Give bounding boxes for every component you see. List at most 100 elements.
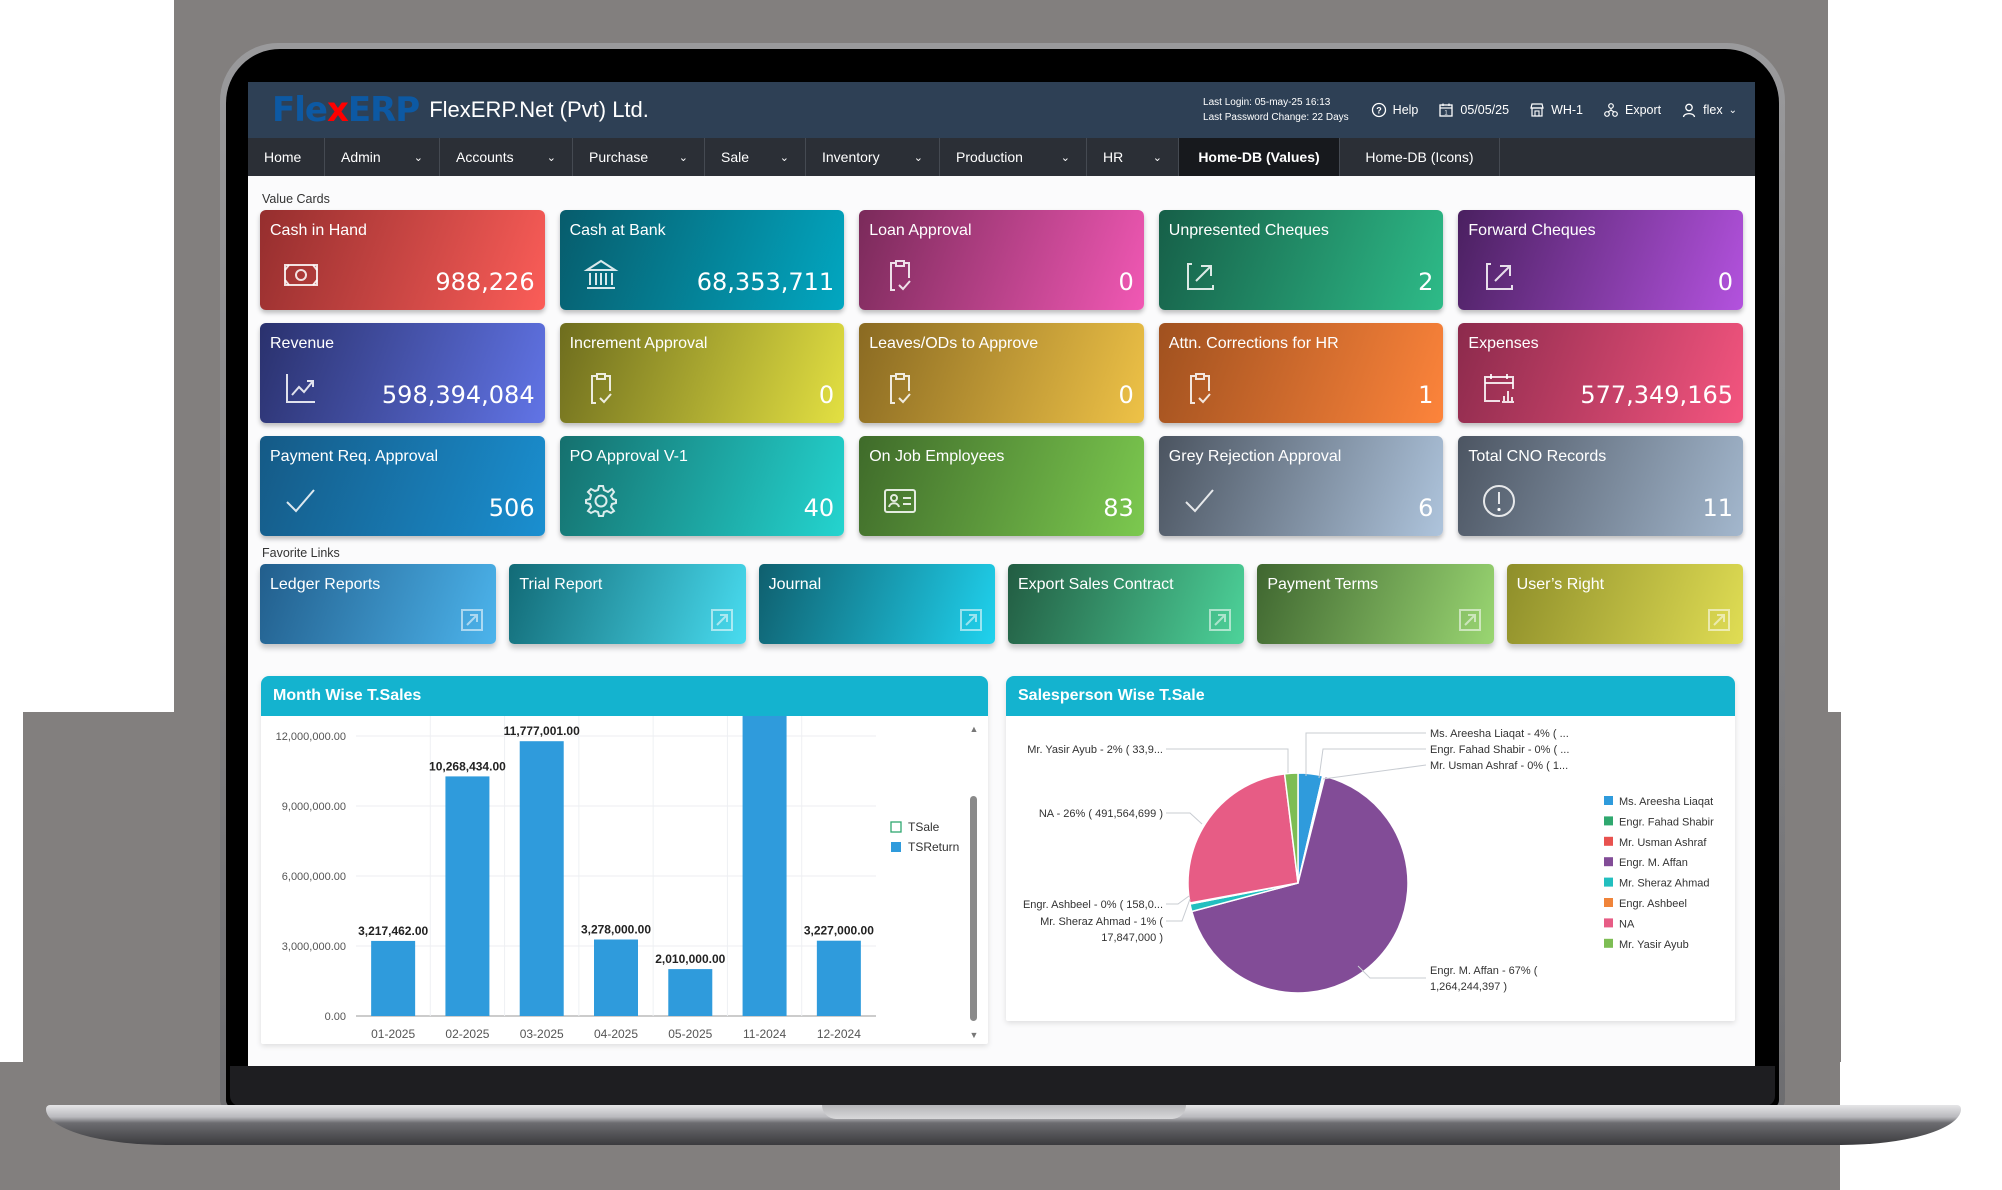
value-card-increment-approval[interactable]: Increment Approval 0 — [559, 323, 845, 423]
card-value: 83 — [1103, 494, 1134, 522]
value-card-total-cno-records[interactable]: Total CNO Records 11 — [1458, 436, 1743, 536]
card-title: Grey Rejection Approval — [1168, 448, 1342, 465]
external-link-icon — [959, 609, 982, 631]
logo-text: Fle — [272, 90, 328, 130]
svg-text:05-2025: 05-2025 — [668, 1027, 712, 1041]
trend-chart-icon — [286, 374, 315, 403]
card-title: Total CNO Records — [1468, 448, 1607, 465]
value-card-po-approval-v-1[interactable]: PO Approval V-1 40 — [559, 436, 845, 536]
nav-label: Home-DB (Icons) — [1365, 149, 1474, 165]
main-nav: Home Admin ⌄ Accounts ⌄ Purchase ⌄ Sale ⌄ In… — [248, 138, 1755, 176]
link-title: Export Sales Contract — [1017, 576, 1174, 593]
value-card-cash-at-bank[interactable]: Cash at Bank 68,353,711 — [559, 210, 845, 310]
card-value: 0 — [1118, 381, 1134, 409]
salesperson-sales-panel: Salesperson Wise T.Sale Ms. Areesha Liaq… — [1006, 676, 1735, 1021]
nav-accounts[interactable]: Accounts ⌄ — [440, 138, 573, 176]
external-link-icon — [1186, 263, 1214, 290]
svg-text:TSReturn: TSReturn — [908, 840, 959, 854]
user-menu[interactable]: flex ⌄ — [1681, 102, 1737, 118]
svg-text:Engr. M. Affan - 67% (: Engr. M. Affan - 67% ( — [1430, 965, 1538, 977]
nav-home-db-values[interactable]: Home-DB (Values) — [1179, 138, 1340, 176]
nav-home[interactable]: Home — [248, 138, 325, 176]
nav-admin[interactable]: Admin ⌄ — [325, 138, 440, 176]
laptop-bezel-bottom — [230, 1066, 1775, 1106]
svg-text:6,000,000.00: 6,000,000.00 — [282, 871, 346, 883]
svg-text:9,000,000.00: 9,000,000.00 — [282, 801, 346, 813]
export-label: Export — [1625, 103, 1662, 117]
favorite-link-payment-terms[interactable]: Payment Terms — [1257, 564, 1494, 644]
value-card-revenue[interactable]: Revenue 598,394,084 — [260, 323, 545, 423]
value-card-loan-approval[interactable]: Loan Approval 0 — [859, 210, 1144, 310]
card-title: Revenue — [270, 335, 335, 352]
nav-label: HR — [1103, 149, 1124, 165]
value-card-on-job-employees[interactable]: On Job Employees 83 — [859, 436, 1144, 536]
link-title: Journal — [768, 576, 822, 593]
nav-inventory[interactable]: Inventory ⌄ — [806, 138, 940, 176]
nav-home-db-icons[interactable]: Home-DB (Icons) — [1340, 138, 1500, 176]
value-card-grey-rejection-approval[interactable]: Grey Rejection Approval 6 — [1158, 436, 1444, 536]
company-name: FlexERP.Net (Pvt) Ltd. — [429, 97, 649, 122]
link-title: User’s Right — [1516, 576, 1605, 593]
nav-sale[interactable]: Sale ⌄ — [705, 138, 806, 176]
svg-text:Mr. Usman Ashraf: Mr. Usman Ashraf — [1619, 837, 1707, 849]
favorite-links-label: Favorite Links — [262, 546, 340, 560]
warehouse-button[interactable]: WH-1 — [1529, 102, 1583, 118]
svg-text:02-2025: 02-2025 — [445, 1027, 489, 1041]
value-card-forward-cheques[interactable]: Forward Cheques 0 — [1458, 210, 1743, 310]
nav-hr[interactable]: HR ⌄ — [1087, 138, 1179, 176]
svg-text:▲: ▲ — [970, 724, 979, 734]
svg-text:NA: NA — [1619, 918, 1635, 930]
nav-production[interactable]: Production ⌄ — [940, 138, 1087, 176]
card-title: Cash at Bank — [569, 222, 666, 239]
help-button[interactable]: ? Help — [1371, 102, 1418, 118]
check-icon — [286, 489, 315, 513]
flexerp-logo[interactable]: FlexERP — [272, 90, 420, 130]
favorite-link-export-sales-contract[interactable]: Export Sales Contract — [1007, 564, 1245, 644]
card-value: 2 — [1418, 268, 1434, 296]
favorite-link-journal[interactable]: Journal — [758, 564, 995, 644]
card-value: 6 — [1418, 494, 1434, 522]
chevron-down-icon: ⌄ — [1152, 151, 1162, 164]
user-label: flex — [1703, 103, 1723, 117]
external-link-icon — [1458, 609, 1481, 631]
chevron-down-icon: ⌄ — [913, 151, 923, 164]
value-card-expenses[interactable]: Expenses 577,349,165 — [1458, 323, 1743, 423]
laptop-base-notch — [822, 1105, 1186, 1119]
card-value: 506 — [488, 494, 535, 522]
card-title: Expenses — [1468, 335, 1539, 352]
external-link-icon — [461, 609, 484, 631]
value-cards-grid: Cash in Hand 988,226 Cash at Bank 68,353,… — [260, 210, 1743, 536]
favorite-link-trial-report[interactable]: Trial Report — [509, 564, 746, 644]
app-screen: FlexERP FlexERP.Net (Pvt) Ltd. Last Logi… — [248, 82, 1755, 1066]
card-value: 11 — [1702, 494, 1733, 522]
favorite-link-ledger-reports[interactable]: Ledger Reports — [260, 564, 497, 644]
cash-icon — [284, 264, 318, 286]
svg-text:2,010,000.00: 2,010,000.00 — [655, 952, 725, 966]
svg-text:03-2025: 03-2025 — [520, 1027, 564, 1041]
nav-label: Inventory — [822, 149, 880, 165]
card-value: 988,226 — [435, 268, 535, 296]
svg-text:▼: ▼ — [970, 1030, 979, 1040]
bar-chart: 0.00 3,000,000.00 6,000,000.00 9,000,000.00… — [276, 706, 979, 1041]
favorite-link-user-s-right[interactable]: User’s Right — [1506, 564, 1743, 644]
svg-text:0.00: 0.00 — [325, 1011, 346, 1023]
svg-text:3,000,000.00: 3,000,000.00 — [282, 941, 346, 953]
app-header: FlexERP FlexERP.Net (Pvt) Ltd. Last Logi… — [248, 82, 1755, 138]
export-button[interactable]: Export — [1603, 102, 1661, 118]
link-title: Ledger Reports — [270, 576, 381, 593]
logo-text: ERP — [347, 90, 420, 130]
nav-purchase[interactable]: Purchase ⌄ — [573, 138, 705, 176]
card-title: On Job Employees — [869, 448, 1005, 465]
header-actions: Last Login: 05-may-25 16:13 Last Passwor… — [1203, 95, 1755, 125]
login-info: Last Login: 05-may-25 16:13 Last Passwor… — [1203, 95, 1349, 125]
value-card-cash-in-hand[interactable]: Cash in Hand 988,226 — [260, 210, 545, 310]
value-card-payment-req-approval[interactable]: Payment Req. Approval 506 — [260, 436, 545, 536]
nav-label: Admin — [341, 149, 381, 165]
dashboard-content: Value Cards Cash in Hand 988,226 Cash at … — [248, 176, 1755, 1044]
date-button[interactable]: 1 05/05/25 — [1438, 102, 1509, 118]
value-card-leaves-ods-to-approve[interactable]: Leaves/ODs to Approve 0 — [859, 323, 1144, 423]
svg-text:?: ? — [1376, 106, 1382, 116]
value-card-attn-corrections-for-hr[interactable]: Attn. Corrections for HR 1 — [1158, 323, 1444, 423]
value-card-unpresented-cheques[interactable]: Unpresented Cheques 2 — [1158, 210, 1444, 310]
